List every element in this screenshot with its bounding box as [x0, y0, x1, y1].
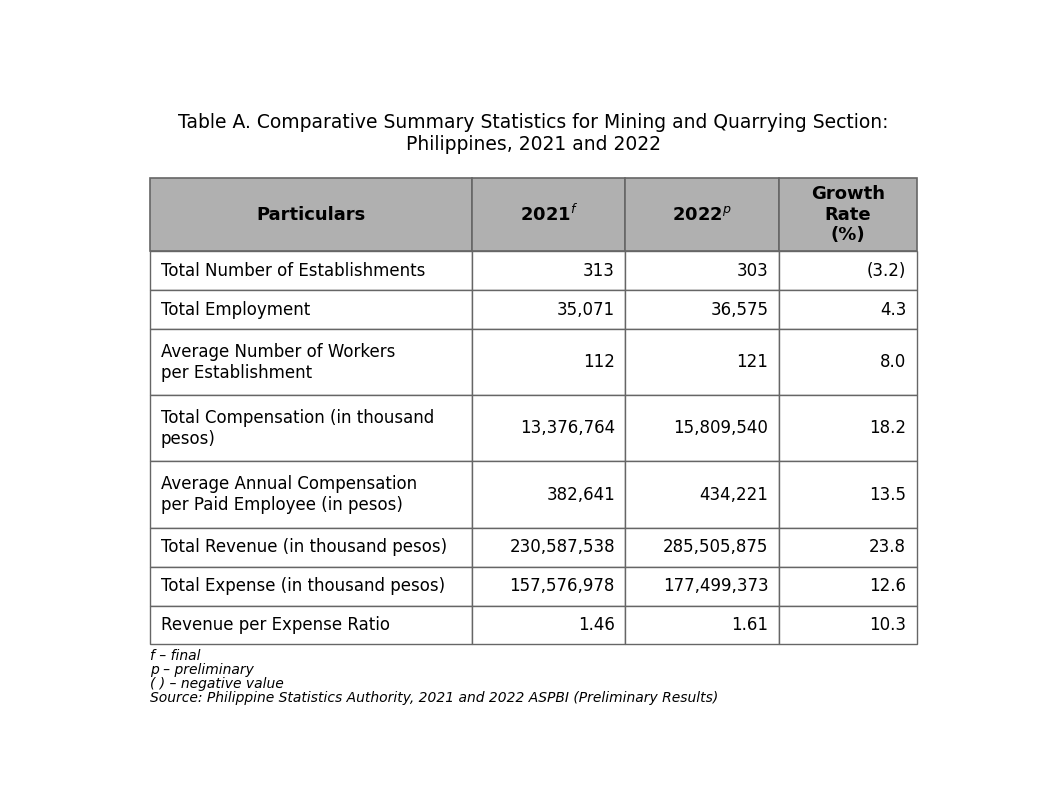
Text: Total Expense (in thousand pesos): Total Expense (in thousand pesos) — [160, 577, 445, 595]
Text: 112: 112 — [583, 353, 615, 371]
Bar — [779, 251, 917, 290]
Text: Growth
Rate
(%): Growth Rate (%) — [811, 185, 885, 244]
Text: f – final: f – final — [150, 650, 201, 663]
Text: 13.5: 13.5 — [869, 486, 907, 503]
Bar — [779, 461, 917, 528]
Bar — [150, 566, 473, 605]
Text: Total Compensation (in thousand
pesos): Total Compensation (in thousand pesos) — [160, 409, 434, 448]
Bar — [626, 178, 779, 251]
Bar — [473, 605, 626, 645]
Bar — [473, 251, 626, 290]
Bar — [779, 528, 917, 566]
Text: 36,575: 36,575 — [710, 301, 768, 318]
Text: 2021$^{f}$: 2021$^{f}$ — [519, 204, 578, 225]
Text: (3.2): (3.2) — [867, 262, 907, 280]
Bar — [779, 290, 917, 329]
Bar — [779, 605, 917, 645]
Text: 230,587,538: 230,587,538 — [509, 538, 615, 556]
Bar — [473, 461, 626, 528]
Bar — [150, 178, 473, 251]
Bar — [626, 566, 779, 605]
Bar — [150, 395, 473, 461]
Bar — [473, 566, 626, 605]
Bar — [779, 329, 917, 395]
Bar — [779, 178, 917, 251]
Bar — [626, 528, 779, 566]
Text: 382,641: 382,641 — [547, 486, 615, 503]
Text: Total Revenue (in thousand pesos): Total Revenue (in thousand pesos) — [160, 538, 447, 556]
Bar — [150, 329, 473, 395]
Text: 13,376,764: 13,376,764 — [519, 419, 615, 437]
Bar — [626, 290, 779, 329]
Bar — [150, 290, 473, 329]
Text: Revenue per Expense Ratio: Revenue per Expense Ratio — [160, 616, 389, 634]
Bar — [779, 566, 917, 605]
Text: 8.0: 8.0 — [880, 353, 907, 371]
Text: 35,071: 35,071 — [557, 301, 615, 318]
Text: 12.6: 12.6 — [869, 577, 907, 595]
Text: 4.3: 4.3 — [880, 301, 907, 318]
Text: 23.8: 23.8 — [869, 538, 907, 556]
Bar — [150, 251, 473, 290]
Text: Particulars: Particulars — [257, 205, 365, 224]
Text: 1.46: 1.46 — [578, 616, 615, 634]
Text: 434,221: 434,221 — [700, 486, 768, 503]
Bar — [626, 251, 779, 290]
Bar — [473, 329, 626, 395]
Bar — [150, 461, 473, 528]
Bar — [473, 178, 626, 251]
Text: Average Annual Compensation
per Paid Employee (in pesos): Average Annual Compensation per Paid Emp… — [160, 475, 416, 514]
Text: 2022$^{p}$: 2022$^{p}$ — [672, 205, 732, 224]
Text: 303: 303 — [737, 262, 768, 280]
Bar — [473, 528, 626, 566]
Text: Table A. Comparative Summary Statistics for Mining and Quarrying Section:
Philip: Table A. Comparative Summary Statistics … — [178, 112, 889, 154]
Text: p – preliminary: p – preliminary — [150, 663, 254, 677]
Text: ( ) – negative value: ( ) – negative value — [150, 677, 284, 691]
Bar — [626, 395, 779, 461]
Text: Total Number of Establishments: Total Number of Establishments — [160, 262, 425, 280]
Text: Average Number of Workers
per Establishment: Average Number of Workers per Establishm… — [160, 343, 396, 381]
Text: 1.61: 1.61 — [731, 616, 768, 634]
Text: 121: 121 — [736, 353, 768, 371]
Text: 15,809,540: 15,809,540 — [674, 419, 768, 437]
Bar — [779, 395, 917, 461]
Bar — [626, 329, 779, 395]
Text: 177,499,373: 177,499,373 — [663, 577, 768, 595]
Text: 313: 313 — [583, 262, 615, 280]
Bar — [626, 605, 779, 645]
Bar — [150, 605, 473, 645]
Text: Source: Philippine Statistics Authority, 2021 and 2022 ASPBI (Preliminary Result: Source: Philippine Statistics Authority,… — [150, 691, 718, 705]
Text: 157,576,978: 157,576,978 — [510, 577, 615, 595]
Bar — [150, 528, 473, 566]
Text: 10.3: 10.3 — [869, 616, 907, 634]
Text: Total Employment: Total Employment — [160, 301, 310, 318]
Bar — [473, 395, 626, 461]
Text: 285,505,875: 285,505,875 — [663, 538, 768, 556]
Bar — [626, 461, 779, 528]
Bar — [473, 290, 626, 329]
Text: 18.2: 18.2 — [869, 419, 907, 437]
